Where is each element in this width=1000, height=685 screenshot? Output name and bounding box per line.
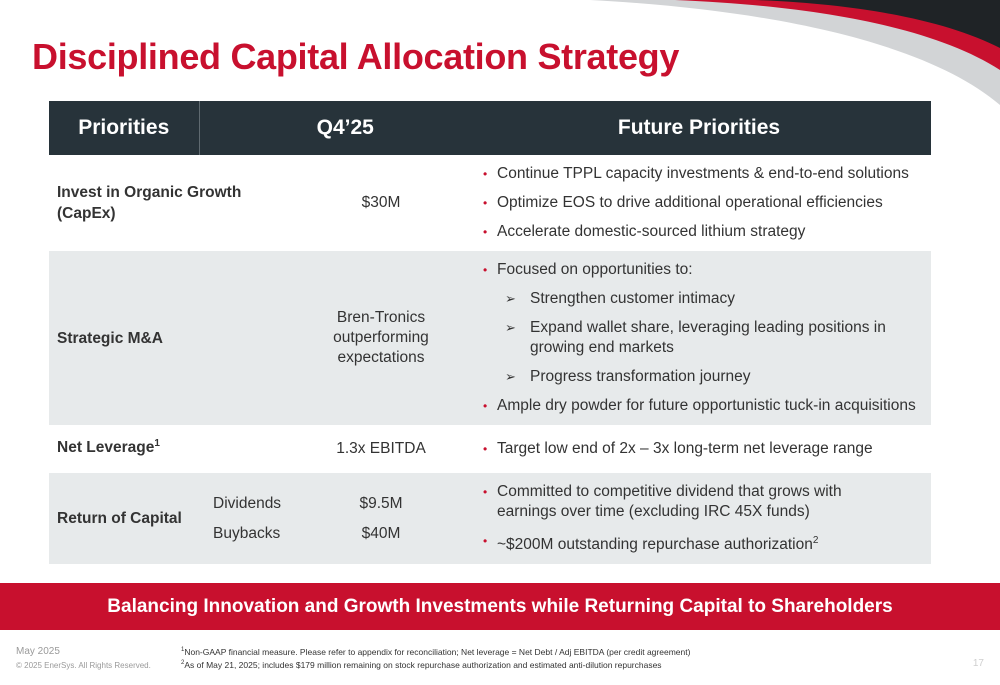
category-label: Net Leverage [57,439,155,457]
value-net-leverage: 1.3x EBITDA [336,440,426,457]
footer-copyright: © 2025 EnerSys. All Rights Reserved. [16,661,151,670]
value-line: Bren-Tronics [336,309,426,326]
sub-bullet-item: Progress transformation journey [483,367,931,387]
sub-label-buybacks: Buybacks [213,524,281,542]
bullet-item: Accelerate domestic-sourced lithium stra… [483,222,931,242]
value-dividends: $9.5M [359,494,403,512]
table-header-row: Priorities Q4’25 Future Priorities [49,101,931,155]
footnote-number: 1 [181,647,185,653]
header-priorities: Priorities [49,101,200,155]
footnotes: 1Non-GAAP financial measure. Please refe… [181,645,690,671]
value-line: expectations [337,349,425,366]
page-title: Disciplined Capital Allocation Strategy [32,36,680,77]
page-number: 17 [972,658,984,669]
future-strategic-mna: Focused on opportunities to: Strengthen … [467,251,931,425]
header-quarter: Q4’25 [199,101,467,155]
category-label-line: (CapEx) [57,205,116,222]
table-row-organic-growth: Invest in Organic Growth (CapEx) $30M Co… [49,155,931,251]
bullet-line: Committed to competitive dividend that g… [497,483,842,500]
bullet-item: Optimize EOS to drive additional operati… [483,193,931,213]
capital-allocation-table: Priorities Q4’25 Future Priorities Inves… [49,101,931,565]
bullet-item: Committed to competitive dividend that g… [483,482,931,522]
category-return-of-capital: Return of Capital [49,473,199,565]
category-net-leverage: Net Leverage1 [49,425,295,473]
header-future-priorities: Future Priorities [467,101,931,155]
bullet-text: ~$200M outstanding repurchase authorizat… [497,536,813,554]
footnote-marker: 1 [154,438,160,449]
footer-date: May 2025 [16,646,60,657]
future-return-of-capital: Committed to competitive dividend that g… [467,473,931,565]
footnote-2: 2As of May 21, 2025; includes $179 milli… [181,658,690,671]
category-strategic-mna: Strategic M&A [49,251,295,425]
footnote-1: 1Non-GAAP financial measure. Please refe… [181,645,690,658]
value-line: outperforming [333,329,429,346]
bullet-item: Target low end of 2x – 3x long-term net … [483,439,931,459]
bullet-item: ~$200M outstanding repurchase authorizat… [483,531,931,555]
footnote-text: As of May 21, 2025; includes $179 millio… [184,659,662,670]
return-sub-labels: Dividends Buybacks [199,473,295,565]
table-row-return-of-capital: Return of Capital Dividends Buybacks $9.… [49,473,931,565]
summary-banner: Balancing Innovation and Growth Investme… [0,583,1000,630]
table-row-strategic-mna: Strategic M&A Bren-Tronics outperforming… [49,251,931,425]
footnote-marker: 2 [812,535,819,546]
sub-label-dividends: Dividends [213,494,282,512]
category-organic-growth: Invest in Organic Growth (CapEx) [49,155,295,251]
corner-swoosh-graphic [590,0,1000,105]
value-return-of-capital: $9.5M $40M [295,473,467,565]
bullet-item: Ample dry powder for future opportunisti… [483,396,931,416]
bullet-item: Continue TPPL capacity investments & end… [483,164,931,184]
table-row-net-leverage: Net Leverage1 1.3x EBITDA Target low end… [49,425,931,473]
category-label-line: Invest in Organic Growth [57,184,242,201]
sub-bullet-item: Strengthen customer intimacy [483,289,931,309]
value-buybacks: $40M [361,524,401,542]
bullet-item: Focused on opportunities to: [483,260,931,280]
value-strategic-mna: Bren-Tronics outperforming expectations [295,251,467,425]
bullet-line: earnings over time (excluding IRC 45X fu… [497,503,810,520]
footnote-text: Non-GAAP financial measure. Please refer… [184,646,691,657]
future-net-leverage: Target low end of 2x – 3x long-term net … [467,425,931,473]
sub-bullet-item: Expand wallet share, leveraging leading … [483,318,931,358]
future-organic-growth: Continue TPPL capacity investments & end… [467,155,931,251]
footnote-number: 2 [181,659,185,666]
value-organic-growth: $30M [361,194,401,211]
